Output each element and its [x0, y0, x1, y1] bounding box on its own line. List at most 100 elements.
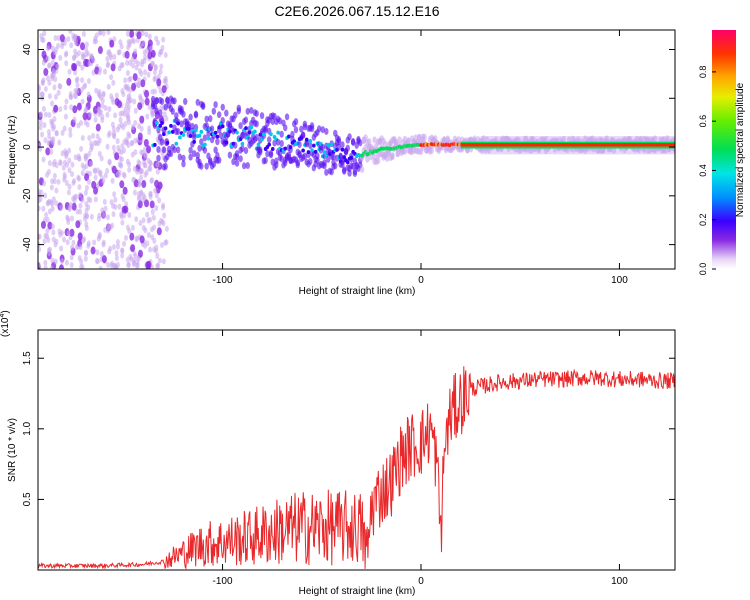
spectrogram-noise-mark	[96, 140, 101, 147]
spectrogram-band-mark	[275, 138, 281, 146]
spectrogram-noise-mark	[152, 76, 157, 83]
spectrogram-noise-mark	[137, 132, 143, 141]
spectrogram-band-mark	[395, 150, 400, 158]
spectrogram-noise-mark	[54, 187, 59, 194]
spectrogram-band-mark	[181, 154, 186, 162]
spectrogram-noise-mark	[51, 229, 56, 236]
spectrogram-noise-mark	[115, 238, 120, 245]
spectrogram-noise-mark	[65, 239, 70, 246]
snr-x-label: Height of straight line (km)	[299, 586, 416, 597]
spectrogram-noise-mark	[137, 249, 143, 258]
spectrogram-noise-mark	[124, 201, 129, 208]
spectrogram-noise-mark	[144, 47, 149, 54]
spectrogram-noise-mark	[43, 111, 48, 118]
spectrogram-band-mark	[199, 138, 204, 146]
spectrogram-band-mark	[208, 115, 213, 123]
spectrogram-noise-mark	[83, 212, 88, 219]
colorbar-ticks: 0.0 0.2 0.4 0.6 0.8	[698, 66, 716, 275]
spectrogram-band-mark	[150, 95, 156, 103]
spectrogram-noise-mark	[57, 139, 62, 146]
spectrogram-noise-mark	[95, 123, 101, 132]
spectrogram-core-mark	[322, 150, 327, 155]
spectrogram-noise-mark	[89, 53, 94, 60]
spectrogram-core-mark	[153, 142, 157, 147]
spectrogram-noise-mark	[139, 235, 145, 244]
spectrogram-noise-mark	[47, 198, 52, 205]
snr-frame	[37, 329, 676, 571]
spectrogram-band-mark	[245, 107, 250, 115]
spectrogram-noise-mark	[128, 59, 133, 66]
spectrogram-noise-mark	[103, 205, 108, 212]
spectrogram-noise-mark	[74, 77, 79, 84]
spectrogram-noise-mark	[53, 258, 58, 265]
spectrogram-noise-mark	[131, 82, 137, 91]
x-tick-label: 0	[418, 275, 424, 286]
spectrogram-noise-mark	[110, 63, 116, 72]
spectrogram-noise-mark	[76, 155, 81, 162]
spectrogram-noise-mark	[124, 50, 130, 59]
spectrogram-noise-mark	[88, 196, 93, 203]
spectrogram-noise-mark	[145, 113, 150, 120]
spectrogram-band-mark	[215, 138, 220, 146]
spectrogram-noise-mark	[146, 71, 151, 78]
spectrogram-noise-mark	[70, 244, 75, 251]
spectrogram-band-mark	[161, 146, 167, 154]
spectrogram-noise-mark	[68, 201, 73, 208]
spectrogram-band-mark	[224, 109, 229, 117]
spectrogram-band-mark	[156, 146, 161, 154]
spectrogram-band-mark	[290, 130, 295, 138]
spectrogram-core-mark	[312, 143, 316, 148]
spectrogram-core-mark	[304, 137, 309, 142]
spectrogram-noise-mark	[79, 145, 84, 152]
spectrogram-band-mark	[279, 155, 284, 163]
spectrogram-noise-mark	[66, 36, 71, 43]
spectrogram-noise-mark	[119, 62, 124, 69]
spectrogram-noise-mark	[40, 131, 45, 138]
spectrogram-noise-mark	[162, 77, 167, 84]
spectrogram-band-mark	[320, 143, 325, 151]
x-tick-label: -100	[213, 576, 233, 587]
spectrogram-core-mark	[349, 155, 354, 160]
spectrogram-noise-mark	[123, 77, 128, 84]
spectrogram-band-mark	[265, 150, 270, 158]
spectrogram-noise-mark	[157, 197, 162, 204]
spectrogram-noise-mark	[45, 75, 50, 82]
spectrogram-band-mark	[268, 149, 274, 157]
spectrogram-noise-mark	[143, 171, 148, 178]
spectrogram-noise-mark	[122, 240, 127, 247]
spectrogram-noise-mark	[52, 172, 57, 179]
spectrogram-noise-mark	[46, 237, 51, 244]
spectrogram-noise-mark	[45, 216, 50, 223]
spectrogram-noise-mark	[143, 227, 148, 234]
spectrogram-noise-mark	[72, 92, 77, 99]
spectrogram-noise-mark	[105, 143, 110, 150]
spectrogram-noise-mark	[45, 147, 51, 156]
spectrogram-noise-mark	[88, 170, 93, 177]
spectrogram-noise-mark	[106, 30, 111, 36]
spectrogram-noise-mark	[148, 216, 153, 223]
spectrogram-noise-mark	[50, 59, 55, 66]
spectrogram-noise-mark	[70, 161, 75, 168]
spectrogram-noise-mark	[46, 139, 51, 146]
spectrogram-noise-mark	[86, 91, 91, 98]
spectrogram-noise-mark	[161, 258, 166, 265]
spectrogram-noise-mark	[52, 116, 57, 123]
spectrogram-noise-mark	[144, 89, 150, 98]
spectrogram-band-mark	[308, 141, 313, 149]
spectrogram-noise-mark	[142, 194, 147, 201]
spectrogram-noise-mark	[89, 140, 94, 147]
spectrogram-noise-mark	[43, 265, 48, 269]
spectrogram-noise-mark	[42, 238, 47, 245]
spectrogram-noise-mark	[127, 261, 132, 268]
spectrogram-noise-mark	[127, 211, 132, 218]
spectrogram-noise-mark	[157, 257, 162, 264]
spectrogram-noise-mark	[88, 111, 93, 118]
spectrogram-noise-mark	[69, 94, 74, 101]
spectrogram-band-mark	[234, 159, 240, 167]
spectrogram-noise-mark	[54, 200, 59, 207]
spectrogram-core-mark	[342, 155, 346, 160]
spectrogram-noise-mark	[133, 253, 138, 260]
spectrogram-noise-mark	[110, 222, 115, 229]
spectrogram-band-mark	[402, 147, 408, 155]
spectrogram-noise-mark	[121, 196, 126, 203]
